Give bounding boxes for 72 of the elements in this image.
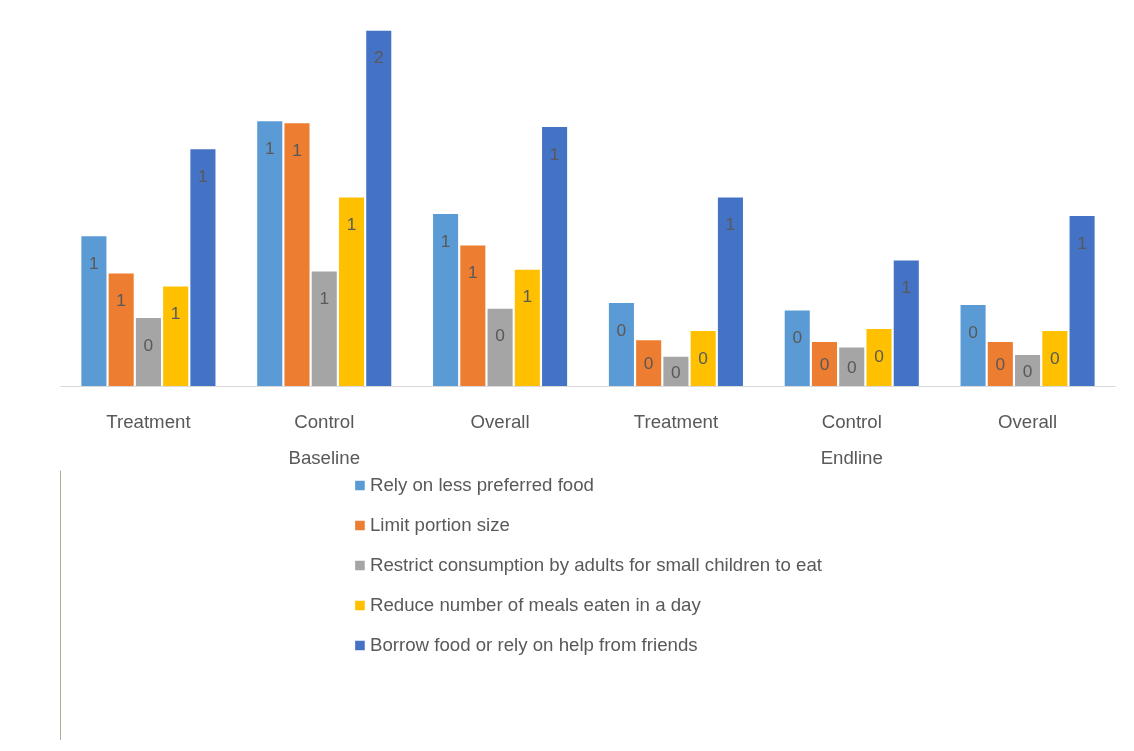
bar [839,347,865,387]
bar [433,214,459,387]
bar [542,126,568,387]
data-label: 1 [292,139,302,160]
data-label: 0 [495,325,505,346]
bar [487,308,513,387]
legend-label: Rely on less preferred food [369,474,594,496]
bar [135,317,161,387]
data-label: 1 [89,253,99,274]
data-label: 1 [522,286,533,307]
data-label: 1 [319,288,330,309]
data-label: 0 [846,357,857,378]
data-label: 2 [373,47,384,68]
bar [866,329,892,387]
data-label: 0 [671,361,681,382]
x-tick-label: Overall [998,410,1058,432]
data-label: 1 [346,214,357,235]
bar [690,330,716,387]
data-label: 0 [968,321,978,342]
bar [163,286,189,387]
bar [1042,330,1068,387]
data-label: 0 [792,327,803,348]
data-label: 0 [995,354,1006,375]
data-label: 1 [116,290,126,311]
x-tick-label: Control [821,410,882,432]
data-label: 0 [643,353,654,374]
bar [608,303,634,387]
data-label: 0 [698,347,708,368]
bar [717,197,743,387]
bar [960,304,986,387]
data-label: 0 [1022,360,1033,381]
bar [284,123,310,387]
data-label: 1 [440,230,451,251]
data-label: 1 [901,277,912,298]
bar [81,236,107,387]
legend-label: Restrict consumption by adults for small children to eat [369,554,823,576]
data-label: 1 [725,214,736,235]
bar [366,30,392,387]
bar [460,245,486,387]
x-tick-label: Control [294,410,355,432]
bar [811,342,838,387]
x-tick-label: Treatment [106,410,192,432]
bar [108,273,134,387]
bar [1015,354,1041,387]
bar [338,197,365,387]
data-label: 1 [468,262,478,283]
data-label: 1 [198,165,208,186]
legend-label: Borrow food or rely on help from friends [369,634,698,656]
x-tick-label: Treatment [633,410,719,432]
bar [311,271,337,387]
legend-label: Reduce number of meals eaten in a day [369,594,701,616]
bar [987,342,1013,387]
data-label: 1 [549,143,560,164]
bar [1069,215,1095,387]
x-tick-label: Overall [470,410,530,432]
legend-label: Limit portion size [369,514,510,536]
bar [257,121,283,387]
data-label: 0 [1050,347,1060,368]
bar [190,149,216,387]
bar [784,310,810,387]
data-label: 0 [819,354,830,375]
data-label: 1 [264,138,275,159]
bar [636,340,662,387]
bar [514,269,540,387]
text: Baseline [288,446,361,468]
data-label: 0 [874,345,884,366]
data-label: 0 [143,334,154,355]
text: Endline [820,446,883,468]
data-label: 1 [170,303,181,324]
bar [893,260,919,387]
data-label: 1 [1077,232,1087,253]
data-label: 0 [616,319,627,340]
